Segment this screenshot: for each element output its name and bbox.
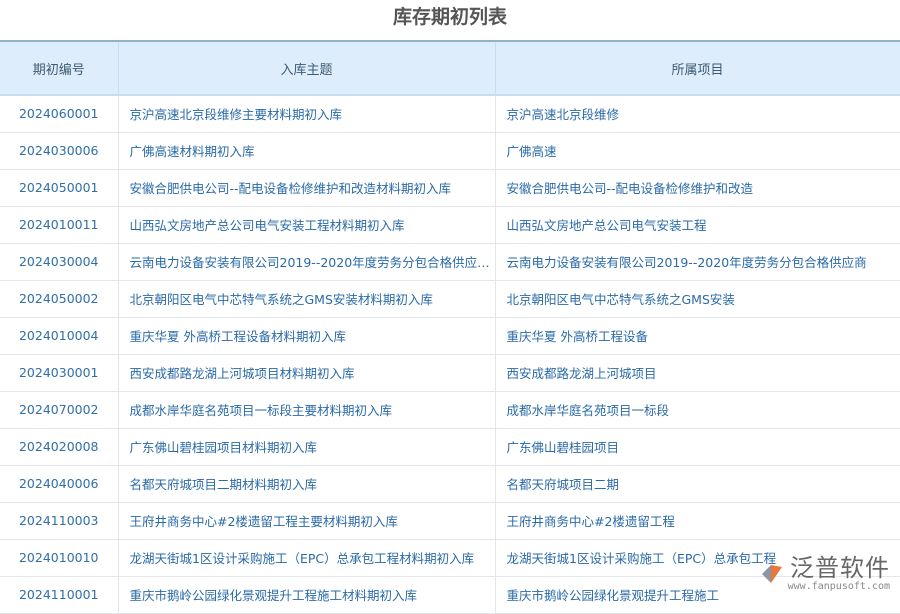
cell-project[interactable]: 广佛高速 — [495, 132, 900, 170]
cell-project[interactable]: 京沪高速北京段维修 — [495, 95, 900, 133]
table-header-row: 期初编号 入库主题 所属项目 — [0, 40, 900, 96]
cell-code[interactable]: 2024060001 — [0, 95, 119, 133]
table-row[interactable]: 2024010011 山西弘文房地产总公司电气安装工程材料期初入库 山西弘文房地产总… — [0, 206, 900, 244]
cell-project[interactable]: 名都天府城项目二期 — [495, 465, 900, 503]
column-header-subject[interactable]: 入库主题 — [118, 40, 496, 96]
cell-subject[interactable]: 广佛高速材料期初入库 — [118, 132, 496, 170]
cell-code[interactable]: 2024110003 — [0, 502, 119, 540]
cell-project[interactable]: 安徽合肥供电公司--配电设备检修维护和改造 — [495, 169, 900, 207]
table-row[interactable]: 2024060001 京沪高速北京段维修主要材料期初入库 京沪高速北京段维修 — [0, 95, 900, 133]
page-title: 库存期初列表 — [392, 6, 507, 28]
cell-subject[interactable]: 西安成都路龙湖上河城项目材料期初入库 — [118, 354, 496, 392]
cell-subject[interactable]: 广东佛山碧桂园项目材料期初入库 — [118, 428, 496, 466]
cell-code[interactable]: 2024030001 — [0, 354, 119, 392]
table-row[interactable]: 2024050002 北京朝阳区电气中芯特气系统之GMS安装材料期初入库 北京朝阳区… — [0, 280, 900, 318]
cell-code[interactable]: 2024020008 — [0, 428, 119, 466]
cell-project[interactable]: 西安成都路龙湖上河城项目 — [495, 354, 900, 392]
cell-subject[interactable]: 安徽合肥供电公司--配电设备检修维护和改造材料期初入库 — [118, 169, 496, 207]
cell-subject[interactable]: 京沪高速北京段维修主要材料期初入库 — [118, 95, 496, 133]
cell-subject[interactable]: 成都水岸华庭名苑项目一标段主要材料期初入库 — [118, 391, 496, 429]
cell-project[interactable]: 北京朝阳区电气中芯特气系统之GMS安装 — [495, 280, 900, 318]
cell-subject[interactable]: 山西弘文房地产总公司电气安装工程材料期初入库 — [118, 206, 496, 244]
cell-project[interactable]: 广东佛山碧桂园项目 — [495, 428, 900, 466]
cell-code[interactable]: 2024030004 — [0, 243, 119, 281]
table-row[interactable]: 2024010010 龙湖天街城1区设计采购施工（EPC）总承包工程材料期初入库龙… — [0, 539, 900, 577]
fanpu-logo-icon — [758, 561, 784, 587]
table-row[interactable]: 2024010004 重庆华夏 外高桥工程设备材料期初入库 重庆华夏 外高桥工程设备 — [0, 317, 900, 355]
watermark-name: 泛普软件 — [790, 554, 890, 582]
cell-subject[interactable]: 龙湖天街城1区设计采购施工（EPC）总承包工程材料期初入库 — [118, 539, 496, 577]
cell-code[interactable]: 2024050001 — [0, 169, 119, 207]
cell-project[interactable]: 云南电力设备安装有限公司2019--2020年度劳务分包合格供应商 — [495, 243, 900, 281]
cell-code[interactable]: 2024010010 — [0, 539, 119, 577]
watermark: 泛普软件 www.fanpusoft.com — [758, 555, 890, 592]
cell-project[interactable]: 山西弘文房地产总公司电气安装工程 — [495, 206, 900, 244]
table-row[interactable]: 2024040006 名都天府城项目二期材料期初入库 名都天府城项目二期 — [0, 465, 900, 503]
cell-subject[interactable]: 重庆华夏 外高桥工程设备材料期初入库 — [118, 317, 496, 355]
table-row[interactable]: 2024030006 广佛高速材料期初入库 广佛高速 — [0, 132, 900, 170]
cell-code[interactable]: 2024110001 — [0, 576, 119, 614]
cell-code[interactable]: 2024050002 — [0, 280, 119, 318]
table-row[interactable]: 2024030004 云南电力设备安装有限公司2019--2020年度劳务分包合格… — [0, 243, 900, 281]
table-row[interactable]: 2024020008 广东佛山碧桂园项目材料期初入库 广东佛山碧桂园项目 — [0, 428, 900, 466]
table-row[interactable]: 2024050001 安徽合肥供电公司--配电设备检修维护和改造材料期初入库 安徽合… — [0, 169, 900, 207]
cell-subject[interactable]: 重庆市鹅岭公园绿化景观提升工程施工材料期初入库 — [118, 576, 496, 614]
table-row[interactable]: 2024030001 西安成都路龙湖上河城项目材料期初入库 西安成都路龙湖上河城项目 — [0, 354, 900, 392]
column-header-project[interactable]: 所属项目 — [495, 40, 900, 96]
inventory-opening-table: 期初编号 入库主题 所属项目 2024060001 京沪高速北京段维修主要材料期初… — [0, 40, 900, 614]
table-row[interactable]: 2024070002 成都水岸华庭名苑项目一标段主要材料期初入库 成都水岸华庭名苑项… — [0, 391, 900, 429]
cell-subject[interactable]: 名都天府城项目二期材料期初入库 — [118, 465, 496, 503]
cell-code[interactable]: 2024030006 — [0, 132, 119, 170]
cell-subject[interactable]: 云南电力设备安装有限公司2019--2020年度劳务分包合格供应商材料期初入库 — [118, 243, 496, 281]
cell-subject[interactable]: 王府井商务中心#2楼遗留工程主要材料期初入库 — [118, 502, 496, 540]
cell-project[interactable]: 王府井商务中心#2楼遗留工程 — [495, 502, 900, 540]
cell-project[interactable]: 龙湖天街城1区设计采购施工（EPC）总承包工程 — [495, 539, 900, 577]
cell-project[interactable]: 重庆华夏 外高桥工程设备 — [495, 317, 900, 355]
cell-project[interactable]: 成都水岸华庭名苑项目一标段 — [495, 391, 900, 429]
cell-subject[interactable]: 北京朝阳区电气中芯特气系统之GMS安装材料期初入库 — [118, 280, 496, 318]
watermark-url: www.fanpusoft.com — [787, 581, 890, 592]
column-header-code[interactable]: 期初编号 — [0, 40, 119, 96]
table-row[interactable]: 2024110003 王府井商务中心#2楼遗留工程主要材料期初入库 王府井商务中心#… — [0, 502, 900, 540]
cell-code[interactable]: 2024040006 — [0, 465, 119, 503]
cell-code[interactable]: 2024010004 — [0, 317, 119, 355]
cell-code[interactable]: 2024010011 — [0, 206, 119, 244]
cell-code[interactable]: 2024070002 — [0, 391, 119, 429]
